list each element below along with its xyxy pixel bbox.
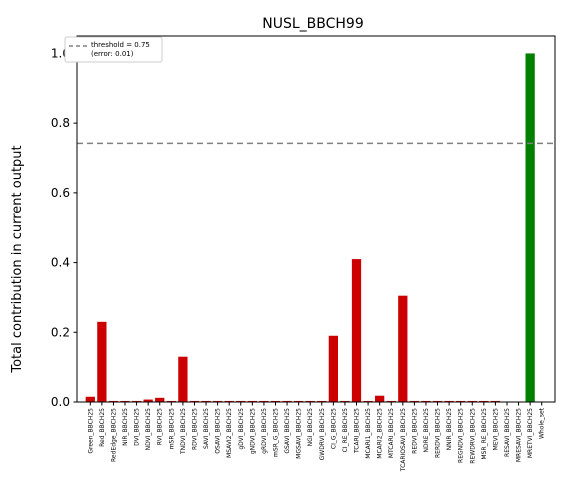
bar-mtcari-bbch25 [386,400,396,402]
bar-msavi2-bbch25 [224,400,234,402]
bar-rdvi-bbch25 [189,400,200,402]
bar-tndvi-bbch25 [178,356,188,402]
bar-osavi-bbch25 [212,400,223,402]
y-tick-label: 0.2 [51,325,70,339]
bar-ngi-bbch25 [305,400,315,402]
bar-mcari2-bbch25 [375,395,385,402]
x-tick-label: MEVI_BBCH25 [492,408,499,450]
x-tick-label: mSR_G_BBCH25 [272,408,279,457]
x-tick-label: TCARIOSAVI_BBCH25 [400,408,407,472]
legend: threshold = 0.75 (error: 0.01) [64,36,163,63]
x-tick-label: REGNDVI_BBCH25 [458,408,465,463]
x-tick-label: REDVI_BBCH25 [411,408,418,454]
bar-ndvi-bbch25 [143,399,153,402]
bar-mevi-bbch25 [490,400,501,402]
bar-rerdvi-bbch25 [432,400,443,402]
x-tick-label: GSAVI_BBCH25 [284,408,291,454]
x-axis: Green_BBCH25 Red_BBCH25 RedEdge_BBCH25 NIR_… [87,402,546,472]
bar-redvi-bbch25 [409,400,420,402]
x-tick-label: Whole_set [539,407,546,439]
bar-tcariosavi-bbch25 [398,295,408,402]
y-axis: 0.00.20.40.60.81.0 [51,46,77,409]
x-tick-label: NDVI_BBCH25 [145,408,152,451]
x-tick-label: CI_RE_BBCH25 [342,408,349,453]
x-tick-label: TCARI_BBCH25 [354,408,361,454]
legend-box [64,36,163,63]
y-tick-label: 0.8 [51,116,70,130]
legend-label-line1: threshold = 0.75 [91,41,150,49]
plot-frame [76,35,556,403]
x-tick-label: MRETVI_BBCH25 [527,408,534,458]
legend-label-line2: (error: 0.01) [91,50,134,58]
x-tick-label: GWDRVI_BBCH25 [319,408,326,461]
bar-rededge-bbch25 [108,400,119,402]
bar-grdvi-bbch25 [259,400,269,402]
bar-gndvi-bbch25 [247,400,257,402]
x-tick-label: MCARI1_BBCH25 [365,408,372,459]
x-tick-label: CI_G_BBCH25 [330,408,337,449]
bar-gwdrvi-bbch25 [317,400,327,402]
x-tick-label: RVI_BBCH25 [157,408,164,445]
bar-tcari-bbch25 [351,259,362,402]
bar-green-bbch25 [85,396,95,402]
chart-title: NUSL_BBCH99 [262,16,364,32]
bar-nir-bbch25 [120,400,130,402]
x-tick-label: TNDVI_BBCH25 [180,408,187,455]
bar-gdvi-bbch25 [236,400,246,402]
x-tick-label: NGI_BBCH25 [307,408,314,447]
x-tick-label: MCARI2_BBCH25 [377,408,384,459]
x-tick-label: gNDVI_BBCH25 [249,408,256,454]
bar-nnir-bbch25 [444,400,454,402]
x-tick-label: DVI_BBCH25 [134,408,141,446]
bar-ci-g-bbch25 [328,335,338,402]
x-tick-label: MGSAVI_BBCH25 [296,408,303,459]
x-tick-label: NNIR_BBCH25 [446,408,453,451]
bar-mretvi-bbch25 [525,53,535,403]
bar-rewdrvi-bbch25 [467,400,477,402]
bar-dvi-bbch25 [131,400,142,402]
x-tick-label: MSAVI2_BBCH25 [226,408,233,458]
x-tick-label: NIR_BBCH25 [122,408,129,446]
x-tick-label: RERDVI_BBCH25 [435,408,442,458]
bar-mgsavi-bbch25 [294,400,304,402]
bar-msr-bbch25 [166,400,176,402]
x-tick-label: NDRE_BBCH25 [423,408,430,453]
x-tick-label: mSR_BBCH25 [168,408,175,449]
x-tick-label: RDVI_BBCH25 [191,408,198,450]
bar-red-bbch25 [97,321,107,402]
x-tick-label: Green_BBCH25 [87,408,94,454]
x-tick-label: MTCARI_BBCH25 [388,408,395,458]
x-tick-label: MRESAVI_BBCH25 [516,408,523,462]
y-tick-label: 0.6 [51,186,70,200]
bar-msr-g-bbch25 [270,400,281,402]
bar-ndre-bbch25 [421,400,431,402]
bar-msr-re-bbch25 [479,400,489,402]
x-tick-label: RESAVI_BBCH25 [504,408,511,457]
x-tick-label: gRDVI_BBCH25 [261,408,268,454]
x-tick-label: SAVI_BBCH25 [203,408,210,449]
x-tick-label: REWDRVI_BBCH25 [469,408,476,464]
bar-regndvi-bbch25 [456,400,466,402]
bar-gsavi-bbch25 [282,400,292,402]
bar-mcari1-bbch25 [363,400,373,402]
x-tick-label: OSAVI_BBCH25 [215,408,222,454]
y-tick-label: 0.4 [51,256,70,270]
y-axis-label: Total contribution in current output [10,145,25,373]
bar-rvi-bbch25 [155,397,165,402]
y-tick-label: 0.0 [51,395,70,409]
x-tick-label: MSR_RE_BBCH25 [481,408,488,460]
x-tick-label: RedEdge_BBCH25 [110,408,117,462]
bar-savi-bbch25 [201,400,211,402]
x-tick-label: gDVI_BBCH25 [238,408,245,450]
x-tick-label: Red_BBCH25 [99,408,106,447]
bar-ci-re-bbch25 [340,400,350,402]
bars-group [85,53,535,403]
